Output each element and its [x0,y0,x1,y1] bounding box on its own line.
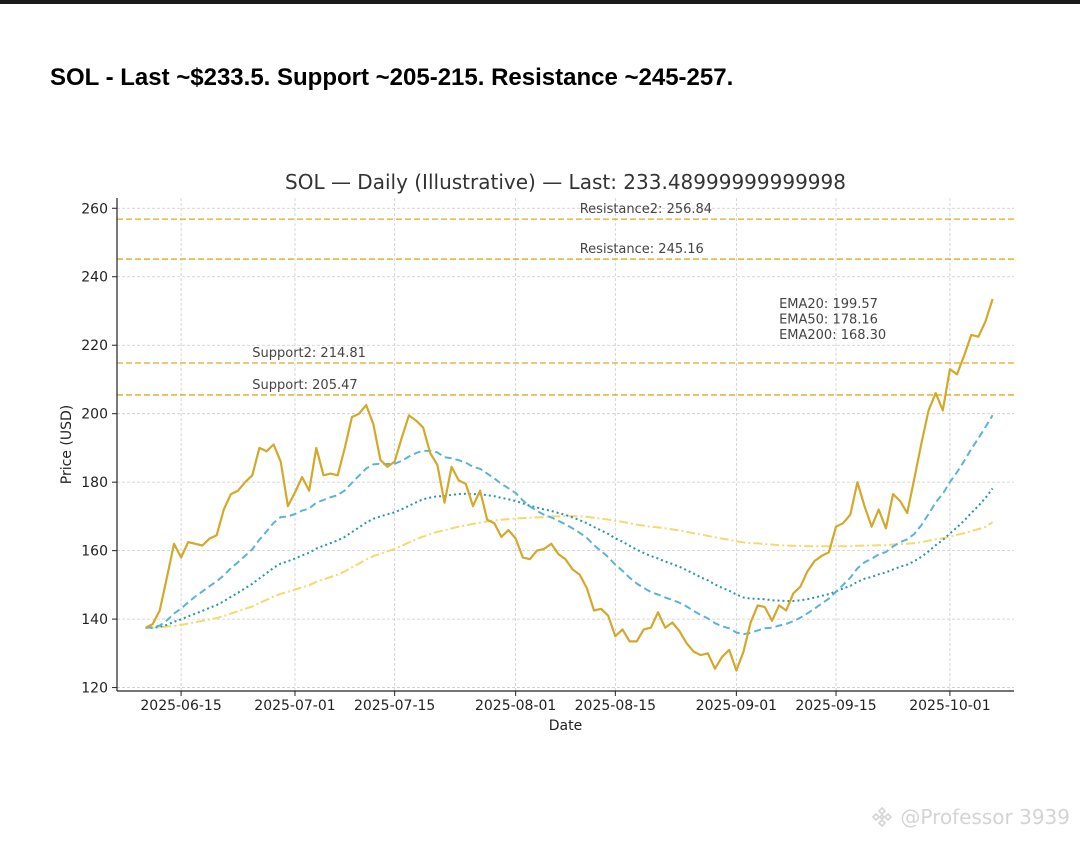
level-label: Resistance: 245.16 [580,242,704,257]
y-tick-label: 140 [81,612,108,628]
y-tick-label: 160 [81,544,108,560]
x-tick-label: 2025-09-15 [795,698,876,714]
top-bar [0,0,1080,4]
binance-logo-icon [872,806,893,828]
headline: SOL - Last ~$233.5. Support ~205-215. Re… [50,64,734,91]
y-axis-title: Price (USD) [59,405,75,484]
x-tick-label: 2025-09-01 [696,698,777,714]
x-tick-label: 2025-06-15 [140,698,221,714]
x-tick-label: 2025-07-15 [354,698,435,714]
x-axis-title: Date [549,718,582,734]
level-label: Support2: 214.81 [252,346,366,361]
x-tick-label: 2025-08-15 [575,698,656,714]
y-tick-label: 120 [81,681,108,697]
y-tick-label: 200 [81,407,108,423]
y-tick-label: 180 [81,475,108,491]
watermark-text: @Professor 3939 [900,805,1070,829]
ema-annotation: EMA200: 168.30 [779,328,886,343]
series-line-price [145,298,994,672]
y-tick-label: 220 [81,338,108,354]
watermark: @Professor 3939 [870,805,1070,829]
level-label: Resistance2: 256.84 [580,202,712,217]
ema-annotation: EMA20: 199.57 [779,297,878,312]
x-tick-label: 2025-10-01 [909,698,990,714]
series-line-ema20 [145,414,994,636]
x-tick-label: 2025-08-01 [475,698,556,714]
ema-annotation: EMA50: 178.16 [779,312,878,327]
y-tick-label: 260 [81,201,108,217]
y-tick-label: 240 [81,270,108,286]
chart-title: SOL — Daily (Illustrative) — Last: 233.4… [285,170,846,194]
series-line-ema200 [145,515,994,629]
x-tick-label: 2025-07-01 [254,698,335,714]
level-label: Support: 205.47 [252,378,357,393]
series-line-ema50 [145,487,994,629]
